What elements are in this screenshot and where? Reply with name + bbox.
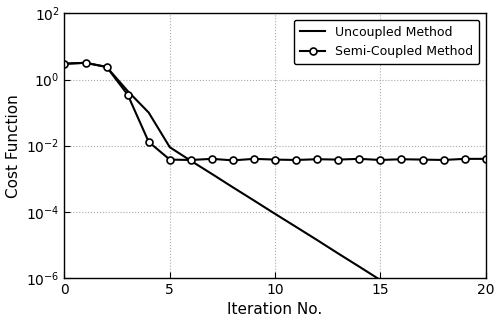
Semi-Coupled Method (188, 158, 194, 162)
Semi-Coupled Method (104, 65, 110, 69)
Uncoupled Method (398, 291, 404, 295)
Semi-Coupled Method (62, 62, 68, 66)
Uncoupled Method (167, 145, 173, 149)
Uncoupled Method (336, 252, 342, 255)
Semi-Coupled Method (440, 158, 446, 162)
Semi-Coupled Method (251, 157, 257, 161)
X-axis label: Iteration No.: Iteration No. (228, 302, 322, 318)
Uncoupled Method (272, 212, 278, 216)
Uncoupled Method (251, 199, 257, 203)
Semi-Coupled Method (314, 157, 320, 161)
Semi-Coupled Method (378, 158, 384, 162)
Uncoupled Method (420, 304, 426, 308)
Line: Uncoupled Method: Uncoupled Method (64, 63, 486, 323)
Uncoupled Method (209, 172, 215, 176)
Semi-Coupled Method (146, 140, 152, 144)
Uncoupled Method (356, 265, 362, 269)
Semi-Coupled Method (482, 157, 488, 161)
Semi-Coupled Method (398, 157, 404, 161)
Uncoupled Method (188, 159, 194, 163)
Uncoupled Method (62, 62, 68, 66)
Semi-Coupled Method (420, 158, 426, 162)
Uncoupled Method (378, 278, 384, 282)
Semi-Coupled Method (462, 157, 468, 161)
Y-axis label: Cost Function: Cost Function (6, 94, 20, 198)
Semi-Coupled Method (209, 157, 215, 161)
Uncoupled Method (146, 111, 152, 115)
Semi-Coupled Method (336, 158, 342, 162)
Uncoupled Method (230, 185, 236, 189)
Uncoupled Method (104, 65, 110, 69)
Uncoupled Method (293, 225, 299, 229)
Uncoupled Method (314, 238, 320, 242)
Legend: Uncoupled Method, Semi-Coupled Method: Uncoupled Method, Semi-Coupled Method (294, 20, 480, 64)
Line: Semi-Coupled Method: Semi-Coupled Method (61, 59, 489, 164)
Semi-Coupled Method (167, 158, 173, 162)
Semi-Coupled Method (356, 157, 362, 161)
Semi-Coupled Method (230, 159, 236, 162)
Semi-Coupled Method (293, 158, 299, 162)
Semi-Coupled Method (82, 61, 88, 65)
Uncoupled Method (440, 318, 446, 322)
Semi-Coupled Method (124, 93, 130, 97)
Uncoupled Method (82, 61, 88, 65)
Semi-Coupled Method (272, 158, 278, 162)
Uncoupled Method (124, 89, 130, 93)
